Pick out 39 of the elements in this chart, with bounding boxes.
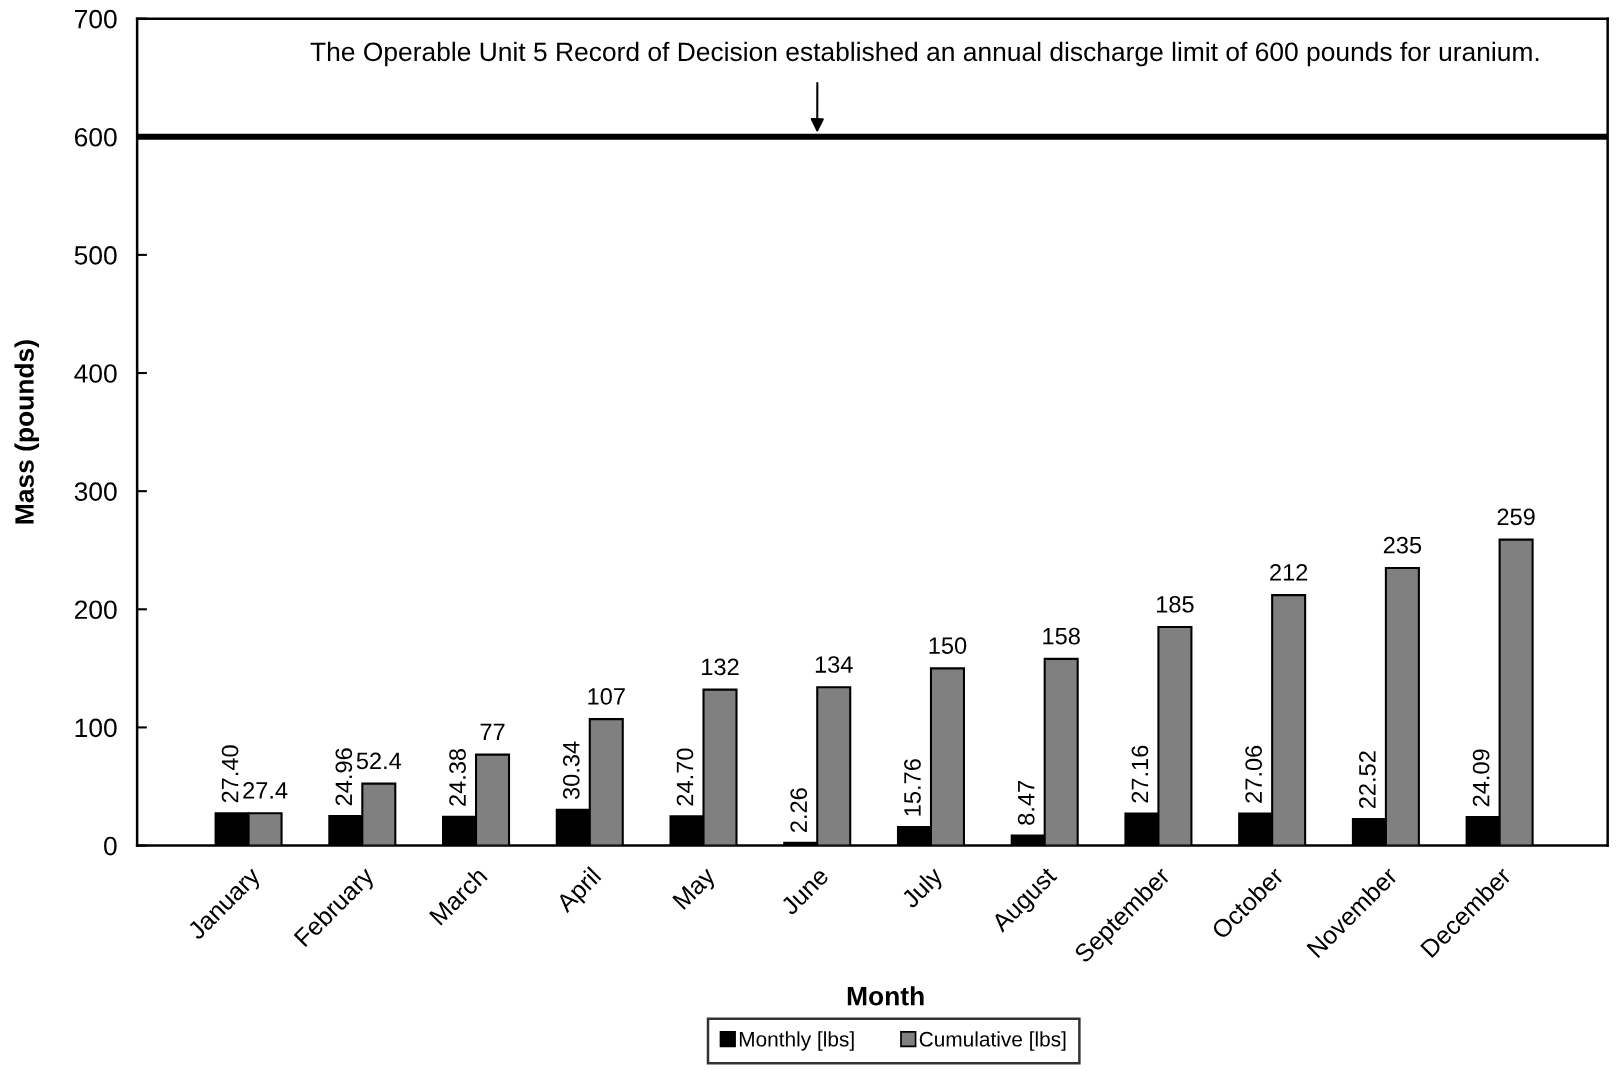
- y-tick-label: 600: [75, 127, 117, 147]
- data-label: 8.47: [1017, 781, 1035, 825]
- data-label: 185: [1157, 595, 1194, 613]
- data-label: 24.70: [676, 748, 694, 806]
- data-label: 27.40: [221, 745, 239, 803]
- data-label: 259: [1497, 508, 1535, 526]
- y-tick-label: 700: [75, 9, 117, 29]
- y-tick-label: 0: [104, 836, 117, 856]
- data-label: 235: [1383, 536, 1422, 554]
- y-tick-label: 100: [75, 718, 117, 738]
- y-tick-label: 300: [74, 482, 117, 501]
- data-label: 24.09: [1472, 749, 1490, 807]
- data-label: 107: [588, 688, 625, 705]
- data-label: 150: [929, 637, 967, 654]
- data-label: 15.76: [904, 759, 921, 816]
- y-tick-label: 400: [74, 364, 117, 383]
- data-label: 52.4: [356, 752, 402, 770]
- y-axis-title: Mass (pounds): [14, 340, 40, 524]
- data-label: 77: [480, 723, 505, 740]
- data-label: 27.16: [1131, 745, 1149, 803]
- data-label: 27.4: [243, 782, 288, 799]
- data-label: 27.06: [1245, 745, 1263, 803]
- x-tick-label: July: [899, 865, 948, 913]
- y-tick-label: 500: [74, 246, 117, 265]
- data-label: 24.96: [335, 748, 353, 806]
- data-label: 22.52: [1359, 751, 1376, 809]
- data-label: 2.26: [790, 788, 808, 832]
- legend-label: Monthly [lbs]: [739, 1031, 854, 1051]
- data-label: 134: [815, 656, 853, 673]
- y-tick-label: 200: [74, 600, 117, 620]
- x-tick-label: May: [672, 865, 720, 914]
- data-label: 24.38: [449, 748, 466, 806]
- annotation: The Operable Unit 5 Record of Decision established an annual discharge limit of 600 pounds for uranium.: [310, 41, 1539, 67]
- data-label: 132: [702, 658, 739, 676]
- data-label: 212: [1270, 564, 1308, 581]
- data-label: 30.34: [562, 741, 580, 800]
- data-label: 158: [1043, 627, 1080, 645]
- legend-label: Cumulative [lbs]: [919, 1031, 1066, 1051]
- x-axis-title: Month: [847, 986, 924, 1006]
